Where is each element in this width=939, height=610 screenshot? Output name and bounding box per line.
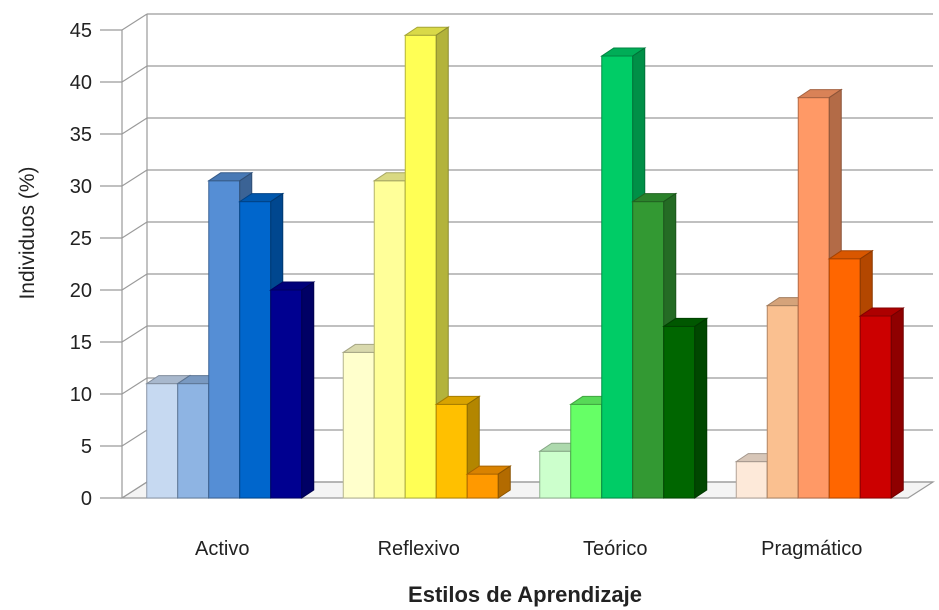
gridline-depth <box>121 481 148 499</box>
bar-group-teórico <box>538 47 709 499</box>
bar <box>403 26 450 499</box>
x-category-label: Teórico <box>583 538 647 560</box>
y-tick-label: 40 <box>70 72 92 94</box>
bar-front <box>632 201 665 499</box>
bar-front <box>342 351 375 499</box>
gridline-depth <box>121 429 148 447</box>
bar-group-pragmático <box>734 88 905 499</box>
y-tick-label: 10 <box>70 384 92 406</box>
bar-front <box>859 315 892 499</box>
bar-front <box>404 34 437 499</box>
bar-front <box>570 403 603 499</box>
bar-front <box>177 383 210 499</box>
bar-front <box>766 305 799 499</box>
gridline-depth <box>121 117 148 135</box>
bar-side <box>890 307 904 499</box>
gridline-depth <box>121 273 148 291</box>
y-axis-title: Individuos (%) <box>16 166 39 299</box>
bar-front <box>601 55 634 499</box>
gridline-depth <box>121 377 148 395</box>
x-category-label: Reflexivo <box>378 538 460 560</box>
bar-front <box>828 258 861 499</box>
y-tick-label: 45 <box>70 20 92 42</box>
bar-front <box>435 403 468 499</box>
bars <box>145 26 905 499</box>
gridline-depth <box>121 325 148 343</box>
x-category-label: Activo <box>195 538 249 560</box>
bar-side <box>694 317 708 499</box>
gridline-depth <box>121 65 148 83</box>
x-axis-title: Estilos de Aprendizaje <box>408 582 642 607</box>
bar <box>858 307 905 499</box>
y-tick-label: 25 <box>70 228 92 250</box>
bar-side <box>301 281 315 499</box>
y-axis-ticks: 0 5 10 15 20 25 30 35 40 45 <box>70 20 122 510</box>
y-tick-label: 35 <box>70 124 92 146</box>
bar-front <box>146 383 179 499</box>
gridline-depth <box>121 169 148 187</box>
bar-front <box>270 289 303 499</box>
y-tick-label: 5 <box>81 436 92 458</box>
y-tick-label: 30 <box>70 176 92 198</box>
bar <box>796 88 843 499</box>
gridline-depth <box>121 221 148 239</box>
bar-front <box>208 180 241 499</box>
bar <box>434 395 481 499</box>
bar <box>662 317 709 499</box>
x-category-label: Pragmático <box>761 538 862 560</box>
bar-front <box>735 461 768 499</box>
y-tick-label: 20 <box>70 280 92 302</box>
bar <box>465 465 512 499</box>
bar-front <box>239 201 272 499</box>
bar-front <box>539 450 572 499</box>
bar-side <box>497 465 511 499</box>
bar-front <box>797 97 830 499</box>
y-tick-label: 0 <box>81 488 92 510</box>
bar-front <box>663 325 696 499</box>
bar-front <box>373 180 406 499</box>
bar-group-reflexivo <box>341 26 512 499</box>
bar-front <box>466 473 499 499</box>
gridline-depth <box>121 13 148 31</box>
bar <box>269 281 316 499</box>
x-axis-category-labels: Activo Reflexivo Teórico Pragmático <box>195 538 862 560</box>
bar-group-activo <box>145 171 316 499</box>
y-tick-label: 15 <box>70 332 92 354</box>
